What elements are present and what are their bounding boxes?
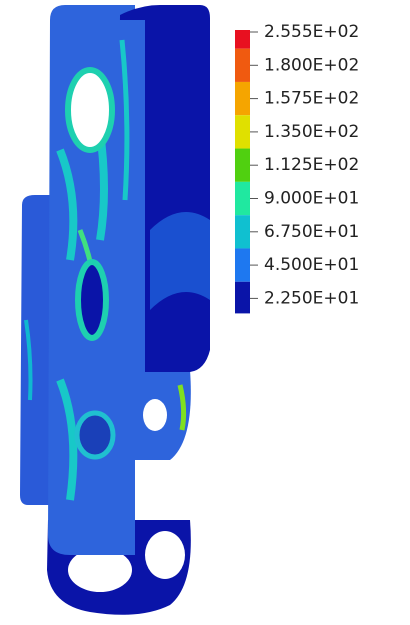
hole [68, 70, 112, 150]
color-swatch [235, 149, 250, 182]
color-swatch [235, 115, 250, 148]
legend-label: 9.000E+01 [264, 189, 359, 209]
legend-label: 4.500E+01 [264, 255, 359, 275]
hole [145, 531, 185, 579]
color-swatch [235, 215, 250, 248]
color-swatch [235, 49, 250, 82]
color-swatch [235, 30, 250, 49]
legend: 2.555E+02 1.800E+02 1.575E+02 1.350E+02 1.12… [235, 22, 359, 313]
color-swatch [235, 248, 250, 281]
legend-label: 1.575E+02 [264, 89, 359, 109]
color-swatch [235, 82, 250, 115]
screenshot: 2.555E+02 1.800E+02 1.575E+02 1.350E+02 1.12… [0, 0, 410, 625]
legend-label: 1.350E+02 [264, 122, 359, 142]
legend-label: 1.125E+02 [264, 155, 359, 175]
legend-label: 6.750E+01 [264, 222, 359, 242]
legend-label: 1.800E+02 [264, 55, 359, 75]
slot [78, 262, 106, 338]
color-swatch [235, 282, 250, 314]
hole [143, 399, 167, 431]
fea-model [20, 5, 210, 615]
hole [77, 413, 113, 457]
plate-edge [118, 20, 145, 372]
legend-label: 2.555E+02 [264, 22, 359, 42]
legend-label: 2.250E+01 [264, 288, 359, 308]
color-swatch [235, 182, 250, 215]
